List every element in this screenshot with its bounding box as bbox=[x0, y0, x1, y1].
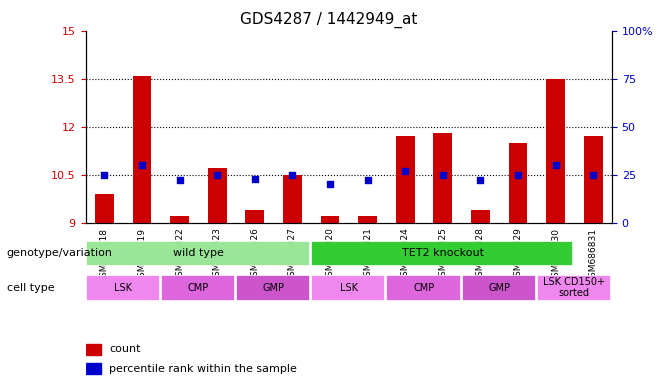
Text: LSK: LSK bbox=[340, 283, 358, 293]
Text: CMP: CMP bbox=[413, 283, 434, 293]
Bar bbox=[86, 344, 101, 355]
Bar bbox=[245, 210, 264, 223]
Text: TET2 knockout: TET2 knockout bbox=[402, 248, 484, 258]
Text: wild type: wild type bbox=[173, 248, 224, 258]
FancyBboxPatch shape bbox=[236, 275, 309, 300]
Text: LSK: LSK bbox=[114, 283, 132, 293]
Point bbox=[287, 172, 297, 178]
Text: percentile rank within the sample: percentile rank within the sample bbox=[109, 364, 297, 374]
Point bbox=[137, 162, 147, 168]
Bar bbox=[170, 216, 189, 223]
FancyBboxPatch shape bbox=[461, 275, 535, 300]
Bar bbox=[283, 175, 302, 223]
Text: LSK CD150+
sorted: LSK CD150+ sorted bbox=[544, 277, 605, 298]
Bar bbox=[395, 136, 415, 223]
Point bbox=[438, 172, 448, 178]
FancyBboxPatch shape bbox=[161, 275, 234, 300]
FancyBboxPatch shape bbox=[537, 275, 610, 300]
Bar bbox=[546, 79, 565, 223]
FancyBboxPatch shape bbox=[86, 241, 309, 265]
Bar bbox=[208, 168, 226, 223]
Point bbox=[174, 177, 185, 184]
Point bbox=[324, 181, 335, 187]
Text: count: count bbox=[109, 344, 141, 354]
Bar bbox=[509, 143, 527, 223]
Bar bbox=[358, 216, 377, 223]
Bar bbox=[434, 133, 452, 223]
FancyBboxPatch shape bbox=[386, 275, 460, 300]
Bar bbox=[86, 363, 101, 374]
Text: GMP: GMP bbox=[488, 283, 510, 293]
FancyBboxPatch shape bbox=[86, 275, 159, 300]
Bar bbox=[584, 136, 603, 223]
Point bbox=[588, 172, 598, 178]
Text: CMP: CMP bbox=[188, 283, 209, 293]
Text: GMP: GMP bbox=[263, 283, 284, 293]
Bar bbox=[95, 194, 114, 223]
Point bbox=[400, 168, 411, 174]
Text: genotype/variation: genotype/variation bbox=[7, 248, 113, 258]
Bar bbox=[132, 76, 151, 223]
Bar bbox=[320, 216, 340, 223]
FancyBboxPatch shape bbox=[311, 241, 572, 265]
Point bbox=[249, 175, 260, 182]
Point bbox=[363, 177, 373, 184]
Point bbox=[550, 162, 561, 168]
Point bbox=[99, 172, 110, 178]
Point bbox=[212, 172, 222, 178]
Text: cell type: cell type bbox=[7, 283, 54, 293]
Point bbox=[475, 177, 486, 184]
Point bbox=[513, 172, 523, 178]
Bar bbox=[471, 210, 490, 223]
FancyBboxPatch shape bbox=[311, 275, 384, 300]
Text: GDS4287 / 1442949_at: GDS4287 / 1442949_at bbox=[240, 12, 418, 28]
